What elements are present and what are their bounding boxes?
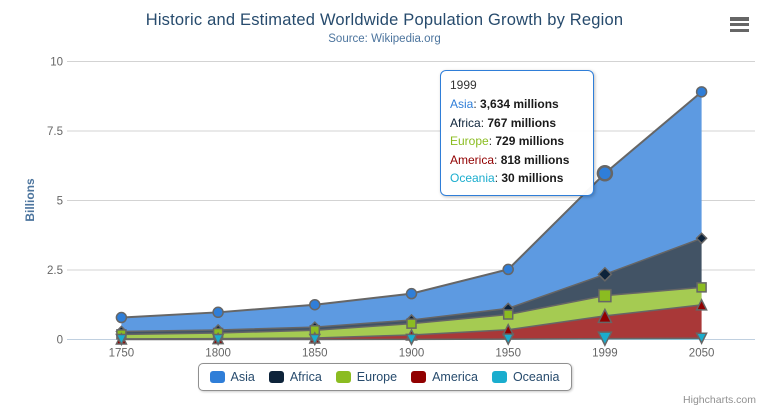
tooltip: 1999 Asia: 3,634 millions Africa: 767 mi… — [440, 70, 594, 196]
x-axis-label-1950: 1950 — [495, 348, 521, 360]
marker-europe-1950[interactable] — [502, 309, 514, 320]
legend-item-asia[interactable]: Asia — [209, 370, 255, 384]
x-axis-label-1800: 1800 — [205, 348, 231, 360]
marker-oceania-1900[interactable] — [405, 333, 418, 347]
y-axis-label-2.5: 2.5 — [47, 265, 63, 277]
marker-africa-1999[interactable] — [597, 266, 613, 282]
tooltip-series-value: 30 millions — [501, 171, 564, 185]
legend-label: Asia — [230, 370, 255, 384]
legend-swatch — [268, 371, 284, 383]
tooltip-series-name: Africa — [450, 115, 481, 130]
legend-swatch — [209, 371, 225, 383]
tooltip-row: Europe: 729 millions — [450, 134, 565, 148]
legend-item-africa[interactable]: Africa — [268, 370, 322, 384]
x-axis-label-2050: 2050 — [689, 348, 715, 360]
marker-asia-1750[interactable] — [115, 311, 128, 324]
tooltip-series-value: 767 millions — [487, 115, 557, 130]
marker-asia-1850[interactable] — [309, 298, 321, 311]
y-axis-label-5: 5 — [57, 196, 63, 208]
marker-america-1999[interactable] — [597, 307, 613, 324]
legend-swatch — [491, 371, 507, 383]
tooltip-header: 1999 — [450, 78, 477, 92]
x-axis-label-1850: 1850 — [302, 348, 328, 360]
marker-europe-1999[interactable] — [598, 288, 612, 303]
legend-item-america[interactable]: America — [411, 370, 478, 384]
legend-label: Oceania — [512, 370, 560, 384]
marker-oceania-1950[interactable] — [501, 333, 515, 346]
tooltip-series-name: America — [450, 152, 495, 167]
tooltip-series-name: Europe — [450, 134, 489, 148]
tooltip-row: Africa: 767 millions — [450, 115, 557, 130]
context-menu-button[interactable] — [730, 17, 750, 32]
legend-label: America — [432, 370, 478, 384]
marker-europe-2050[interactable] — [696, 282, 707, 293]
x-axis-label-1900: 1900 — [399, 348, 425, 360]
area-asia[interactable] — [121, 91, 702, 332]
marker-oceania-2050[interactable] — [695, 332, 708, 345]
tooltip-row: Asia: 3,634 millions — [450, 97, 559, 111]
tooltip-row: Oceania: 30 millions — [450, 171, 564, 185]
legend-swatch — [335, 371, 351, 383]
y-axis-label-7.5: 7.5 — [47, 126, 63, 138]
credits-link[interactable]: Highcharts.com — [683, 394, 756, 406]
marker-oceania-1750[interactable] — [115, 333, 128, 347]
legend-label: Europe — [356, 370, 398, 384]
x-axis-label-1999: 1999 — [592, 348, 618, 360]
tooltip-series-value: 818 millions — [500, 152, 570, 167]
tooltip-series-value: 3,634 millions — [480, 97, 559, 111]
marker-oceania-1999[interactable] — [597, 331, 613, 347]
marker-asia-1999[interactable] — [596, 165, 614, 182]
marker-asia-1800[interactable] — [212, 306, 224, 319]
legend-swatch — [411, 371, 427, 383]
y-axis-title: Billions — [23, 178, 37, 222]
legend: Asia Africa Europe America Oceania — [197, 363, 572, 391]
marker-america-2050[interactable] — [695, 298, 708, 311]
area-america[interactable] — [121, 304, 702, 340]
marker-europe-1900[interactable] — [406, 318, 417, 329]
x-axis-label-1750: 1750 — [109, 348, 135, 360]
marker-asia-1900[interactable] — [405, 287, 418, 300]
chart-subtitle: Source: Wikipedia.org — [328, 33, 441, 45]
y-axis-label-10: 10 — [50, 57, 63, 69]
chart-title: Historic and Estimated Worldwide Populat… — [145, 11, 624, 29]
legend-item-oceania[interactable]: Oceania — [491, 370, 560, 384]
marker-africa-2050[interactable] — [695, 232, 708, 245]
area-africa[interactable] — [121, 238, 702, 335]
hamburger-icon — [730, 22, 749, 27]
legend-label: Africa — [289, 370, 322, 384]
tooltip-series-name: Asia — [450, 97, 474, 111]
tooltip-series-value: 729 millions — [495, 134, 565, 148]
tooltip-series-name: Oceania — [450, 171, 495, 185]
marker-asia-1950[interactable] — [502, 263, 514, 276]
y-axis-label-0: 0 — [57, 335, 63, 347]
marker-asia-2050[interactable] — [695, 86, 708, 98]
tooltip-row: America: 818 millions — [450, 152, 570, 167]
legend-item-europe[interactable]: Europe — [335, 370, 398, 384]
hamburger-icon — [730, 17, 749, 21]
hamburger-icon — [730, 28, 749, 32]
marker-oceania-1850[interactable] — [308, 333, 322, 347]
marker-oceania-1800[interactable] — [211, 333, 225, 347]
